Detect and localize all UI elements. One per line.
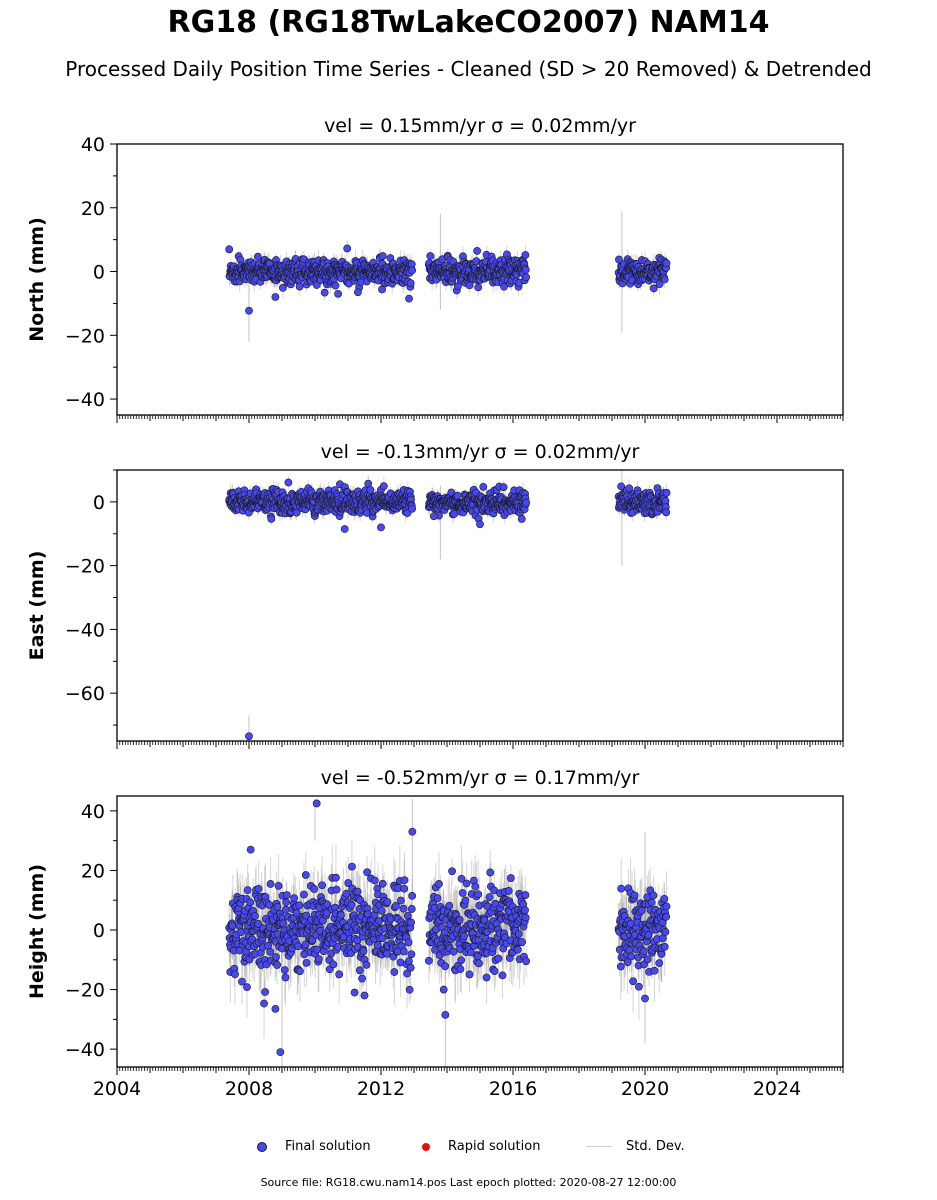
data-point: [320, 288, 329, 297]
data-point: [625, 484, 634, 493]
data-point: [662, 508, 671, 517]
y-axis-label: East (mm): [26, 551, 48, 661]
data-point: [295, 282, 304, 291]
data-point: [473, 246, 482, 255]
data-point: [408, 504, 417, 513]
data-point: [279, 283, 287, 292]
plot-area: [225, 470, 671, 741]
data-point: [521, 265, 530, 274]
y-tick-label: 20: [81, 198, 105, 220]
chart-subtitle: Processed Daily Position Time Series - C…: [65, 57, 872, 81]
panel-title: vel = 0.15mm/yr σ = 0.02mm/yr: [324, 115, 636, 137]
data-point: [617, 482, 626, 491]
panel-2: −60 −40 −20 0 East (mm) vel = -0.13mm/yr σ = …: [26, 441, 844, 749]
y-tick-label: −20: [65, 556, 105, 578]
data-point: [453, 491, 462, 500]
data-point: [343, 244, 352, 253]
data-point: [253, 252, 262, 261]
plot-area: [225, 210, 671, 342]
data-point: [522, 498, 531, 507]
time-series-plot: −40 −20 0 20 40 North (mm) vel = 0.15mm/yr σ =…: [26, 115, 844, 1100]
y-tick-label: 0: [93, 262, 105, 284]
data-point: [426, 252, 435, 260]
data-point: [521, 251, 530, 259]
data-point: [292, 508, 301, 517]
y-tick-label: −40: [65, 389, 105, 411]
data-point: [660, 275, 669, 284]
x-minor-ticks: [119, 415, 841, 419]
x-minor-ticks: [119, 741, 841, 745]
data-point: [500, 282, 508, 291]
data-point: [245, 732, 253, 741]
data-point: [405, 294, 413, 303]
data-point: [353, 288, 362, 297]
data-point: [340, 525, 349, 533]
y-axis-label: North (mm): [26, 217, 48, 342]
data-point: [334, 289, 342, 298]
data-point: [649, 284, 658, 293]
final-solution-points: [225, 478, 671, 741]
final-solution-points: [225, 244, 671, 315]
data-point: [331, 281, 340, 290]
data-point: [267, 515, 276, 523]
data-point: [429, 512, 438, 521]
data-point: [366, 485, 375, 494]
panel-3: 2004 2008 2012 2016 2020 2024−40−2002040Heigh…: [26, 767, 844, 1100]
y-tick-label: −60: [65, 683, 105, 705]
data-point: [245, 306, 253, 315]
data-point: [379, 482, 388, 491]
chart-title: RG18 (RG18TwLakeCO2007) NAM14: [167, 5, 770, 40]
data-point: [479, 482, 488, 491]
data-point: [271, 293, 280, 301]
data-point: [476, 520, 484, 529]
data-point: [284, 478, 293, 487]
y-tick-label: 0: [93, 492, 105, 514]
y-tick-label: −40: [65, 619, 105, 641]
data-point: [662, 488, 671, 497]
y-tick-label: 40: [81, 134, 105, 156]
y-tick-label: −20: [65, 325, 105, 347]
data-point: [406, 279, 415, 288]
data-point: [408, 266, 417, 275]
data-point: [662, 259, 671, 268]
plot-area: [225, 798, 671, 1067]
data-point: [377, 523, 385, 532]
data-point: [517, 515, 526, 523]
data-point: [225, 245, 234, 254]
data-point: [378, 252, 387, 260]
panel-1: −40 −20 0 20 40 North (mm) vel = 0.15mm/yr σ =…: [26, 115, 844, 423]
data-point: [655, 280, 664, 289]
data-point: [522, 273, 531, 282]
panel-title: vel = -0.13mm/yr σ = 0.02mm/yr: [321, 441, 640, 463]
data-point: [499, 483, 508, 492]
data-point: [474, 283, 483, 292]
